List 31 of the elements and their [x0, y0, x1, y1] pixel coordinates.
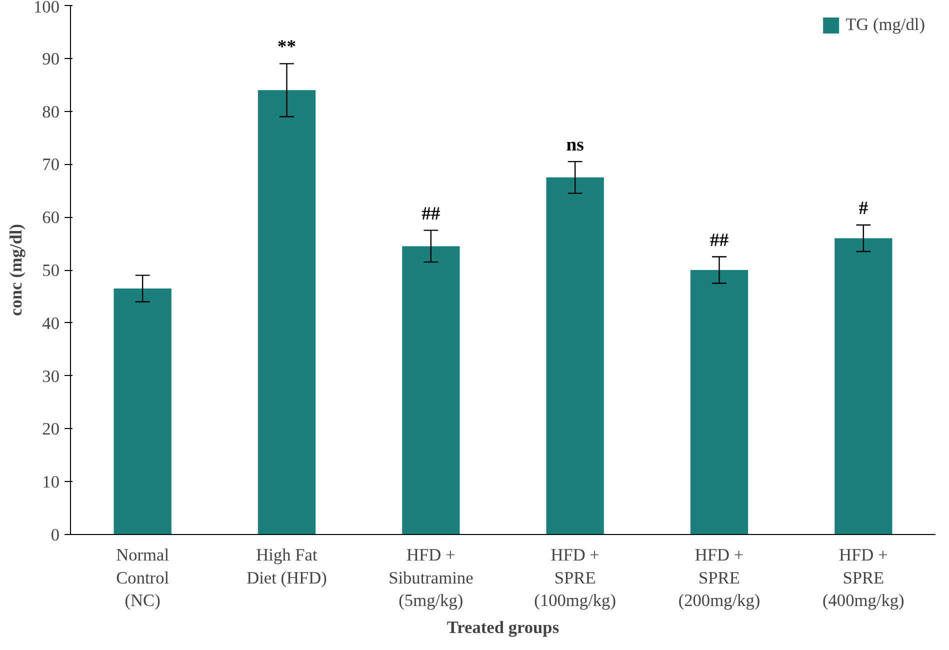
annotation: ns: [566, 134, 584, 156]
y-tick-label: 60: [42, 208, 60, 228]
y-tick-label: 70: [42, 155, 60, 174]
x-tick-label: HFD + Sibutramine (5mg/kg): [388, 546, 474, 610]
y-tick-label: 50: [42, 261, 60, 280]
y-tick-label: 30: [42, 366, 60, 386]
annotation: ##: [710, 230, 730, 251]
annotation: ##: [422, 203, 441, 224]
x-tick-label: HFD + SPRE (100mg/kg): [534, 546, 616, 610]
y-tick-label: 80: [42, 102, 60, 122]
annotation: #: [858, 198, 869, 220]
y-tick-label: 10: [42, 472, 60, 492]
y-tick-label: 0: [50, 526, 60, 544]
x-tick-label: High Fat Diet (HFD): [246, 546, 328, 588]
bar: [258, 90, 316, 534]
y-tick-label: 40: [42, 314, 60, 333]
bar: [114, 288, 172, 534]
y-tick-label: 100: [34, 0, 60, 16]
bar: [690, 270, 748, 534]
x-axis-title: Treated groups: [446, 618, 560, 638]
x-tick-label: HFD + SPRE (400mg/kg): [822, 546, 905, 610]
bar: [834, 238, 892, 534]
y-axis-title: conc (mg/dl): [6, 224, 26, 316]
annotation: **: [277, 36, 296, 58]
bar: [546, 177, 604, 534]
legend-label: TG (mg/dl): [846, 15, 925, 35]
y-tick-label: 90: [42, 49, 60, 68]
x-tick-label: HFD + SPRE (200mg/kg): [678, 546, 760, 610]
y-tick-label: 20: [42, 420, 60, 439]
x-tick-label: Normal Control (NC): [116, 546, 170, 610]
bar: [402, 246, 460, 534]
